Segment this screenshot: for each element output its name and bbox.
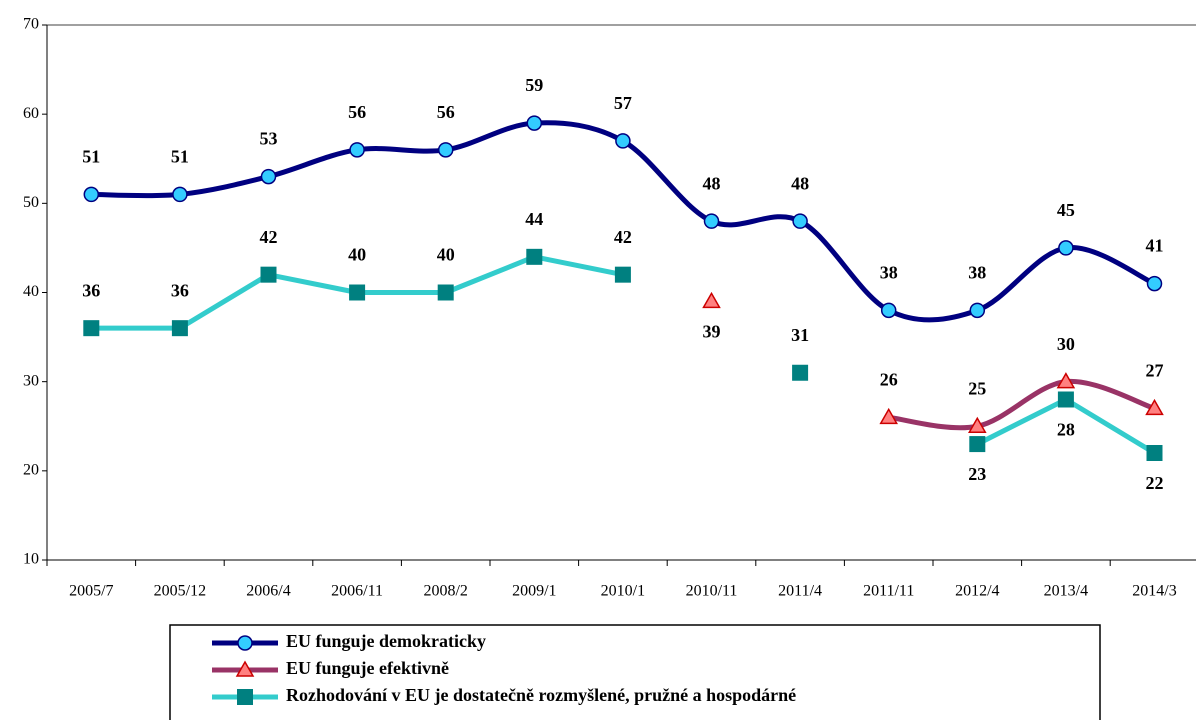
marker xyxy=(1145,398,1164,416)
x-tick-label: 2012/4 xyxy=(955,583,999,600)
marker xyxy=(349,284,366,301)
data-label: 42 xyxy=(614,227,632,247)
marker xyxy=(1146,275,1163,292)
marker xyxy=(526,115,543,131)
marker xyxy=(1146,445,1163,461)
data-label: 40 xyxy=(437,245,455,265)
marker xyxy=(1056,372,1076,389)
data-label: 38 xyxy=(968,262,986,282)
x-tick-label: 2005/12 xyxy=(154,583,206,600)
legend-label: Rozhodování v EU je dostatečně rozmyšlen… xyxy=(286,685,796,705)
data-label: 59 xyxy=(525,75,543,95)
data-label: 56 xyxy=(437,102,455,122)
x-tick-label: 2006/4 xyxy=(246,583,290,600)
marker xyxy=(260,266,277,283)
legend-label: EU funguje efektivně xyxy=(286,658,449,678)
data-label: 38 xyxy=(880,262,898,282)
marker xyxy=(83,320,100,337)
marker xyxy=(615,133,631,149)
data-label: 28 xyxy=(1057,420,1075,440)
x-tick-label: 2010/1 xyxy=(601,583,645,600)
marker xyxy=(879,407,898,425)
x-tick-label: 2013/4 xyxy=(1044,583,1088,600)
marker xyxy=(969,302,986,319)
marker xyxy=(703,213,720,229)
data-label: 36 xyxy=(82,280,100,300)
marker xyxy=(437,284,454,301)
data-label: 44 xyxy=(525,209,543,229)
marker xyxy=(1057,391,1074,408)
y-tick-label: 40 xyxy=(23,283,39,300)
marker xyxy=(969,436,986,453)
data-label: 51 xyxy=(82,147,100,167)
marker xyxy=(235,660,255,677)
data-label: 45 xyxy=(1057,200,1075,220)
x-tick-label: 2005/7 xyxy=(69,583,113,600)
x-tick-label: 2011/4 xyxy=(778,583,822,600)
data-label: 57 xyxy=(614,93,632,113)
marker xyxy=(437,142,454,158)
x-tick-label: 2010/11 xyxy=(686,583,738,600)
data-label: 48 xyxy=(791,173,809,193)
x-tick-label: 2006/11 xyxy=(331,583,383,600)
data-label: 40 xyxy=(348,245,366,265)
marker xyxy=(83,186,100,203)
marker xyxy=(792,213,808,229)
marker xyxy=(260,168,277,185)
x-tick-label: 2014/3 xyxy=(1132,583,1176,600)
data-label: 23 xyxy=(968,464,986,484)
data-label: 53 xyxy=(260,129,278,149)
x-tick-label: 2008/2 xyxy=(423,583,467,600)
series-line xyxy=(91,120,1156,323)
marker xyxy=(702,291,721,309)
series-line xyxy=(888,379,1156,431)
marker xyxy=(1058,240,1074,256)
data-label: 41 xyxy=(1146,236,1164,256)
legend-label: EU funguje demokraticky xyxy=(286,631,486,651)
marker xyxy=(526,248,543,265)
data-label: 30 xyxy=(1057,334,1075,354)
marker xyxy=(349,142,365,158)
data-label: 26 xyxy=(880,369,898,389)
legend-box xyxy=(169,624,1101,720)
y-tick-label: 10 xyxy=(23,551,39,568)
y-tick-label: 30 xyxy=(23,372,39,389)
data-label: 48 xyxy=(703,173,721,193)
data-label: 51 xyxy=(171,147,189,167)
data-label: 31 xyxy=(791,325,809,345)
marker xyxy=(968,416,987,433)
marker xyxy=(614,266,631,283)
x-tick-label: 2009/1 xyxy=(512,583,556,600)
data-label: 56 xyxy=(348,102,366,122)
x-tick-label: 2011/11 xyxy=(863,583,914,600)
data-label: 39 xyxy=(703,322,721,342)
data-label: 36 xyxy=(171,280,189,300)
data-label: 27 xyxy=(1146,361,1164,381)
marker xyxy=(880,302,897,319)
y-tick-label: 20 xyxy=(23,462,39,479)
y-tick-label: 70 xyxy=(23,16,39,33)
marker xyxy=(237,689,253,705)
marker xyxy=(792,364,809,381)
marker xyxy=(171,320,188,337)
y-tick-label: 60 xyxy=(23,105,39,122)
marker xyxy=(237,635,253,651)
data-label: 25 xyxy=(968,378,986,398)
data-label: 42 xyxy=(260,227,278,247)
data-label: 22 xyxy=(1146,473,1164,493)
y-tick-label: 50 xyxy=(23,194,39,211)
marker xyxy=(172,186,188,203)
